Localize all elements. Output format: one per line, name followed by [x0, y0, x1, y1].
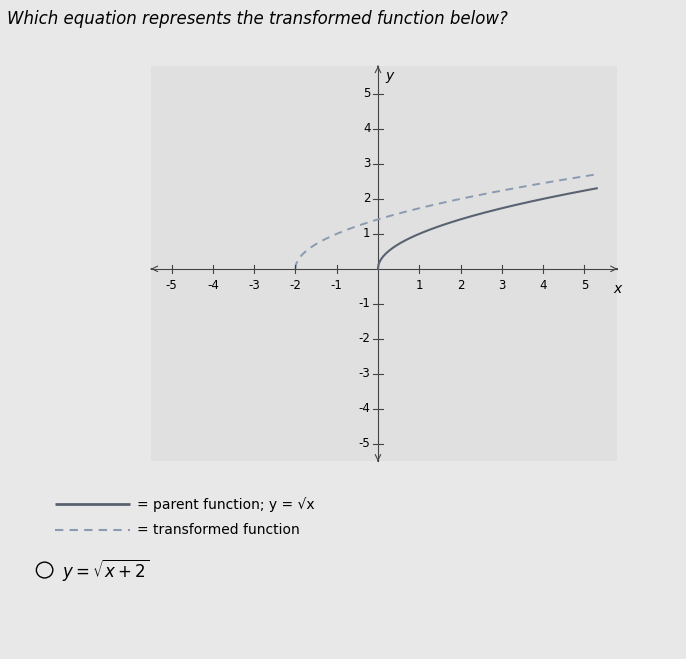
- Text: 5: 5: [363, 88, 370, 100]
- Text: 2: 2: [457, 279, 464, 292]
- Text: 5: 5: [580, 279, 588, 292]
- Text: -5: -5: [359, 438, 370, 450]
- Text: 1: 1: [363, 227, 370, 241]
- Text: = parent function; y = √x: = parent function; y = √x: [137, 497, 315, 511]
- Text: -5: -5: [166, 279, 178, 292]
- Text: -4: -4: [359, 402, 370, 415]
- Text: 2: 2: [363, 192, 370, 206]
- Text: 3: 3: [363, 158, 370, 171]
- Text: -2: -2: [289, 279, 301, 292]
- Text: y: y: [386, 69, 394, 84]
- Text: $y = \sqrt{x+2}$: $y = \sqrt{x+2}$: [62, 557, 149, 583]
- Text: 3: 3: [498, 279, 506, 292]
- Text: 1: 1: [416, 279, 423, 292]
- Text: x: x: [613, 282, 622, 296]
- Text: 4: 4: [539, 279, 547, 292]
- Text: 4: 4: [363, 123, 370, 135]
- Text: -2: -2: [359, 332, 370, 345]
- Text: -4: -4: [207, 279, 219, 292]
- Text: -3: -3: [248, 279, 260, 292]
- Text: -1: -1: [331, 279, 342, 292]
- Text: Which equation represents the transformed function below?: Which equation represents the transforme…: [7, 10, 508, 28]
- Text: -3: -3: [359, 367, 370, 380]
- Text: -1: -1: [359, 297, 370, 310]
- Text: = transformed function: = transformed function: [137, 523, 300, 538]
